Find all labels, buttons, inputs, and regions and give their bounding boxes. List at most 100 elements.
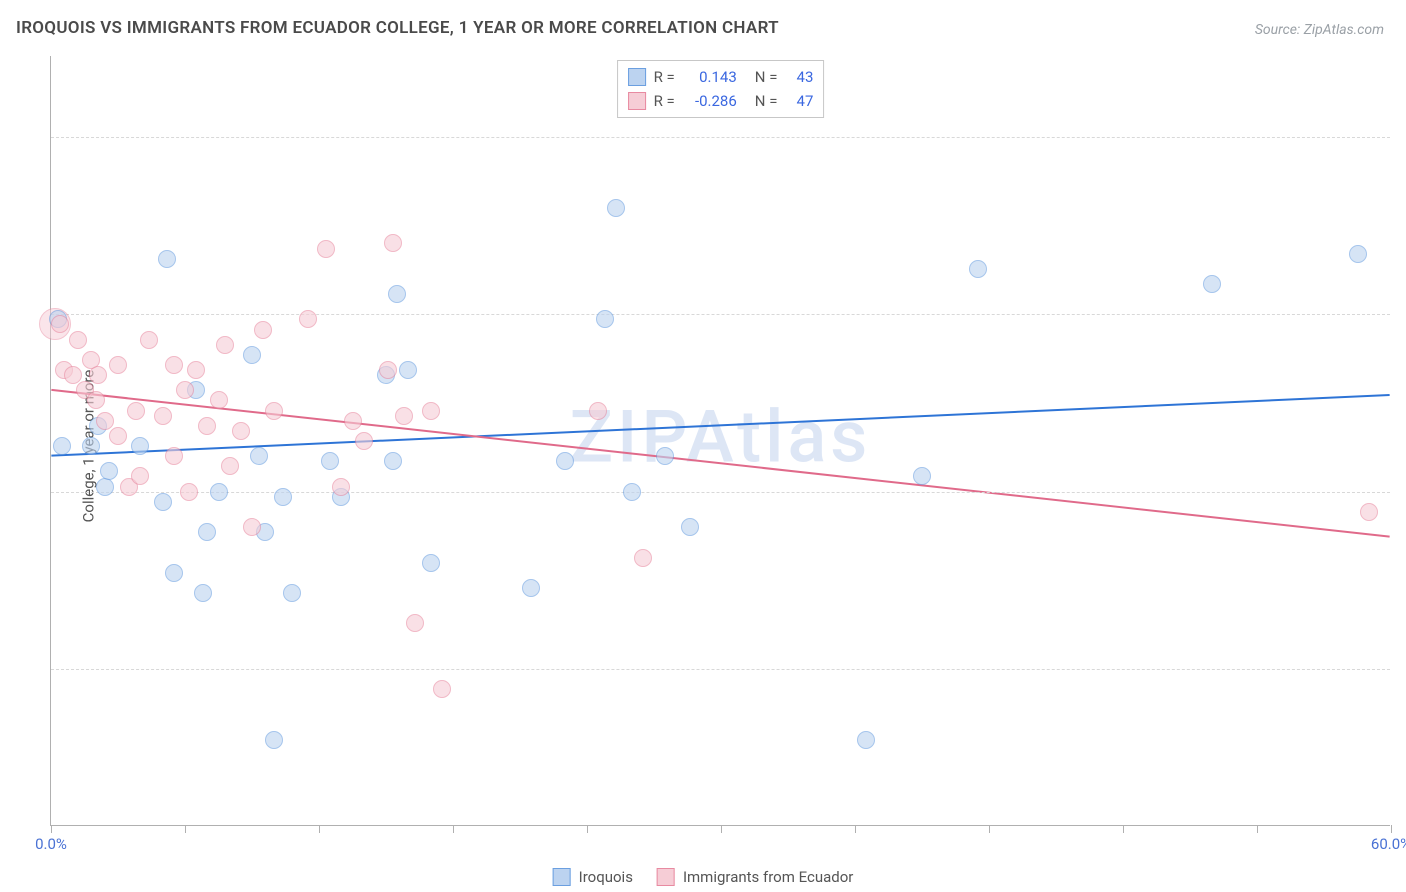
scatter-point bbox=[216, 336, 234, 354]
scatter-point bbox=[265, 731, 283, 749]
scatter-point bbox=[96, 478, 114, 496]
scatter-point bbox=[634, 549, 652, 567]
y-tick-label: 27.5% bbox=[1394, 660, 1406, 678]
scatter-point bbox=[656, 447, 674, 465]
correlation-stats-box: R =0.143N =43R =-0.286N =47 bbox=[617, 60, 825, 118]
scatter-point bbox=[596, 310, 614, 328]
legend-label: Iroquois bbox=[579, 868, 633, 886]
gridline-h bbox=[51, 492, 1390, 493]
x-tick bbox=[51, 825, 52, 833]
scatter-point bbox=[87, 391, 105, 409]
scatter-point bbox=[210, 391, 228, 409]
stats-n-value: 47 bbox=[785, 89, 813, 113]
x-tick-label: 0.0% bbox=[35, 835, 67, 853]
x-tick bbox=[1257, 825, 1258, 833]
scatter-point bbox=[283, 584, 301, 602]
scatter-point bbox=[623, 483, 641, 501]
scatter-point bbox=[82, 437, 100, 455]
scatter-point bbox=[109, 356, 127, 374]
scatter-point bbox=[556, 452, 574, 470]
stats-r-value: -0.286 bbox=[683, 89, 737, 113]
scatter-point bbox=[317, 240, 335, 258]
scatter-point bbox=[53, 437, 71, 455]
scatter-point bbox=[158, 250, 176, 268]
x-tick bbox=[587, 825, 588, 833]
y-tick-label: 45.0% bbox=[1394, 483, 1406, 501]
scatter-point bbox=[274, 488, 292, 506]
scatter-point bbox=[395, 407, 413, 425]
x-tick bbox=[185, 825, 186, 833]
scatter-point bbox=[165, 447, 183, 465]
x-tick bbox=[453, 825, 454, 833]
scatter-point bbox=[100, 462, 118, 480]
scatter-point bbox=[332, 478, 350, 496]
x-tick bbox=[989, 825, 990, 833]
scatter-point bbox=[154, 407, 172, 425]
trend-line bbox=[51, 390, 1389, 537]
y-tick-label: 80.0% bbox=[1394, 128, 1406, 146]
scatter-point bbox=[254, 321, 272, 339]
scatter-point bbox=[165, 564, 183, 582]
scatter-point bbox=[1360, 503, 1378, 521]
scatter-point bbox=[180, 483, 198, 501]
scatter-point bbox=[589, 402, 607, 420]
scatter-point bbox=[857, 731, 875, 749]
scatter-point bbox=[1349, 245, 1367, 263]
scatter-point bbox=[388, 285, 406, 303]
gridline-h bbox=[51, 137, 1390, 138]
trend-line bbox=[51, 395, 1389, 456]
scatter-point bbox=[210, 483, 228, 501]
scatter-point bbox=[384, 452, 402, 470]
scatter-point bbox=[433, 680, 451, 698]
x-tick-label: 60.0% bbox=[1371, 835, 1406, 853]
scatter-point bbox=[96, 412, 114, 430]
scatter-point bbox=[913, 467, 931, 485]
scatter-point bbox=[109, 427, 127, 445]
gridline-h bbox=[51, 314, 1390, 315]
scatter-point bbox=[355, 432, 373, 450]
stats-swatch bbox=[628, 68, 646, 86]
legend-item: Immigrants from Ecuador bbox=[657, 868, 853, 886]
scatter-point bbox=[299, 310, 317, 328]
x-tick bbox=[1123, 825, 1124, 833]
scatter-point bbox=[127, 402, 145, 420]
scatter-point bbox=[89, 366, 107, 384]
scatter-point bbox=[969, 260, 987, 278]
gridline-h bbox=[51, 669, 1390, 670]
scatter-point bbox=[384, 234, 402, 252]
scatter-point bbox=[69, 331, 87, 349]
scatter-point bbox=[422, 402, 440, 420]
stats-row: R =0.143N =43 bbox=[628, 65, 814, 89]
scatter-point bbox=[165, 356, 183, 374]
scatter-point bbox=[140, 331, 158, 349]
legend-swatch bbox=[657, 868, 675, 886]
scatter-point bbox=[232, 422, 250, 440]
source-attribution: Source: ZipAtlas.com bbox=[1255, 22, 1384, 38]
x-tick bbox=[1391, 825, 1392, 833]
x-tick bbox=[319, 825, 320, 833]
scatter-point bbox=[176, 381, 194, 399]
scatter-point bbox=[131, 467, 149, 485]
stats-r-value: 0.143 bbox=[683, 65, 737, 89]
scatter-point bbox=[131, 437, 149, 455]
scatter-point bbox=[399, 361, 417, 379]
legend-item: Iroquois bbox=[553, 868, 633, 886]
legend-label: Immigrants from Ecuador bbox=[683, 868, 853, 886]
scatter-point bbox=[154, 493, 172, 511]
scatter-point bbox=[250, 447, 268, 465]
scatter-point bbox=[406, 614, 424, 632]
stats-n-label: N = bbox=[755, 65, 778, 89]
scatter-point bbox=[321, 452, 339, 470]
scatter-point bbox=[51, 315, 69, 333]
scatter-point bbox=[221, 457, 239, 475]
bottom-legend: Iroquois Immigrants from Ecuador bbox=[553, 868, 854, 886]
source-name: ZipAtlas.com bbox=[1304, 22, 1384, 38]
stats-row: R =-0.286N =47 bbox=[628, 89, 814, 113]
source-label: Source: bbox=[1255, 22, 1300, 38]
trend-lines-layer bbox=[51, 56, 1390, 825]
scatter-point bbox=[522, 579, 540, 597]
plot-area: ZIPAtlas R =0.143N =43R =-0.286N =47 27.… bbox=[50, 56, 1390, 826]
chart-title: IROQUOIS VS IMMIGRANTS FROM ECUADOR COLL… bbox=[16, 18, 779, 38]
scatter-point bbox=[194, 584, 212, 602]
watermark-text: ZIPAtlas bbox=[570, 394, 872, 479]
